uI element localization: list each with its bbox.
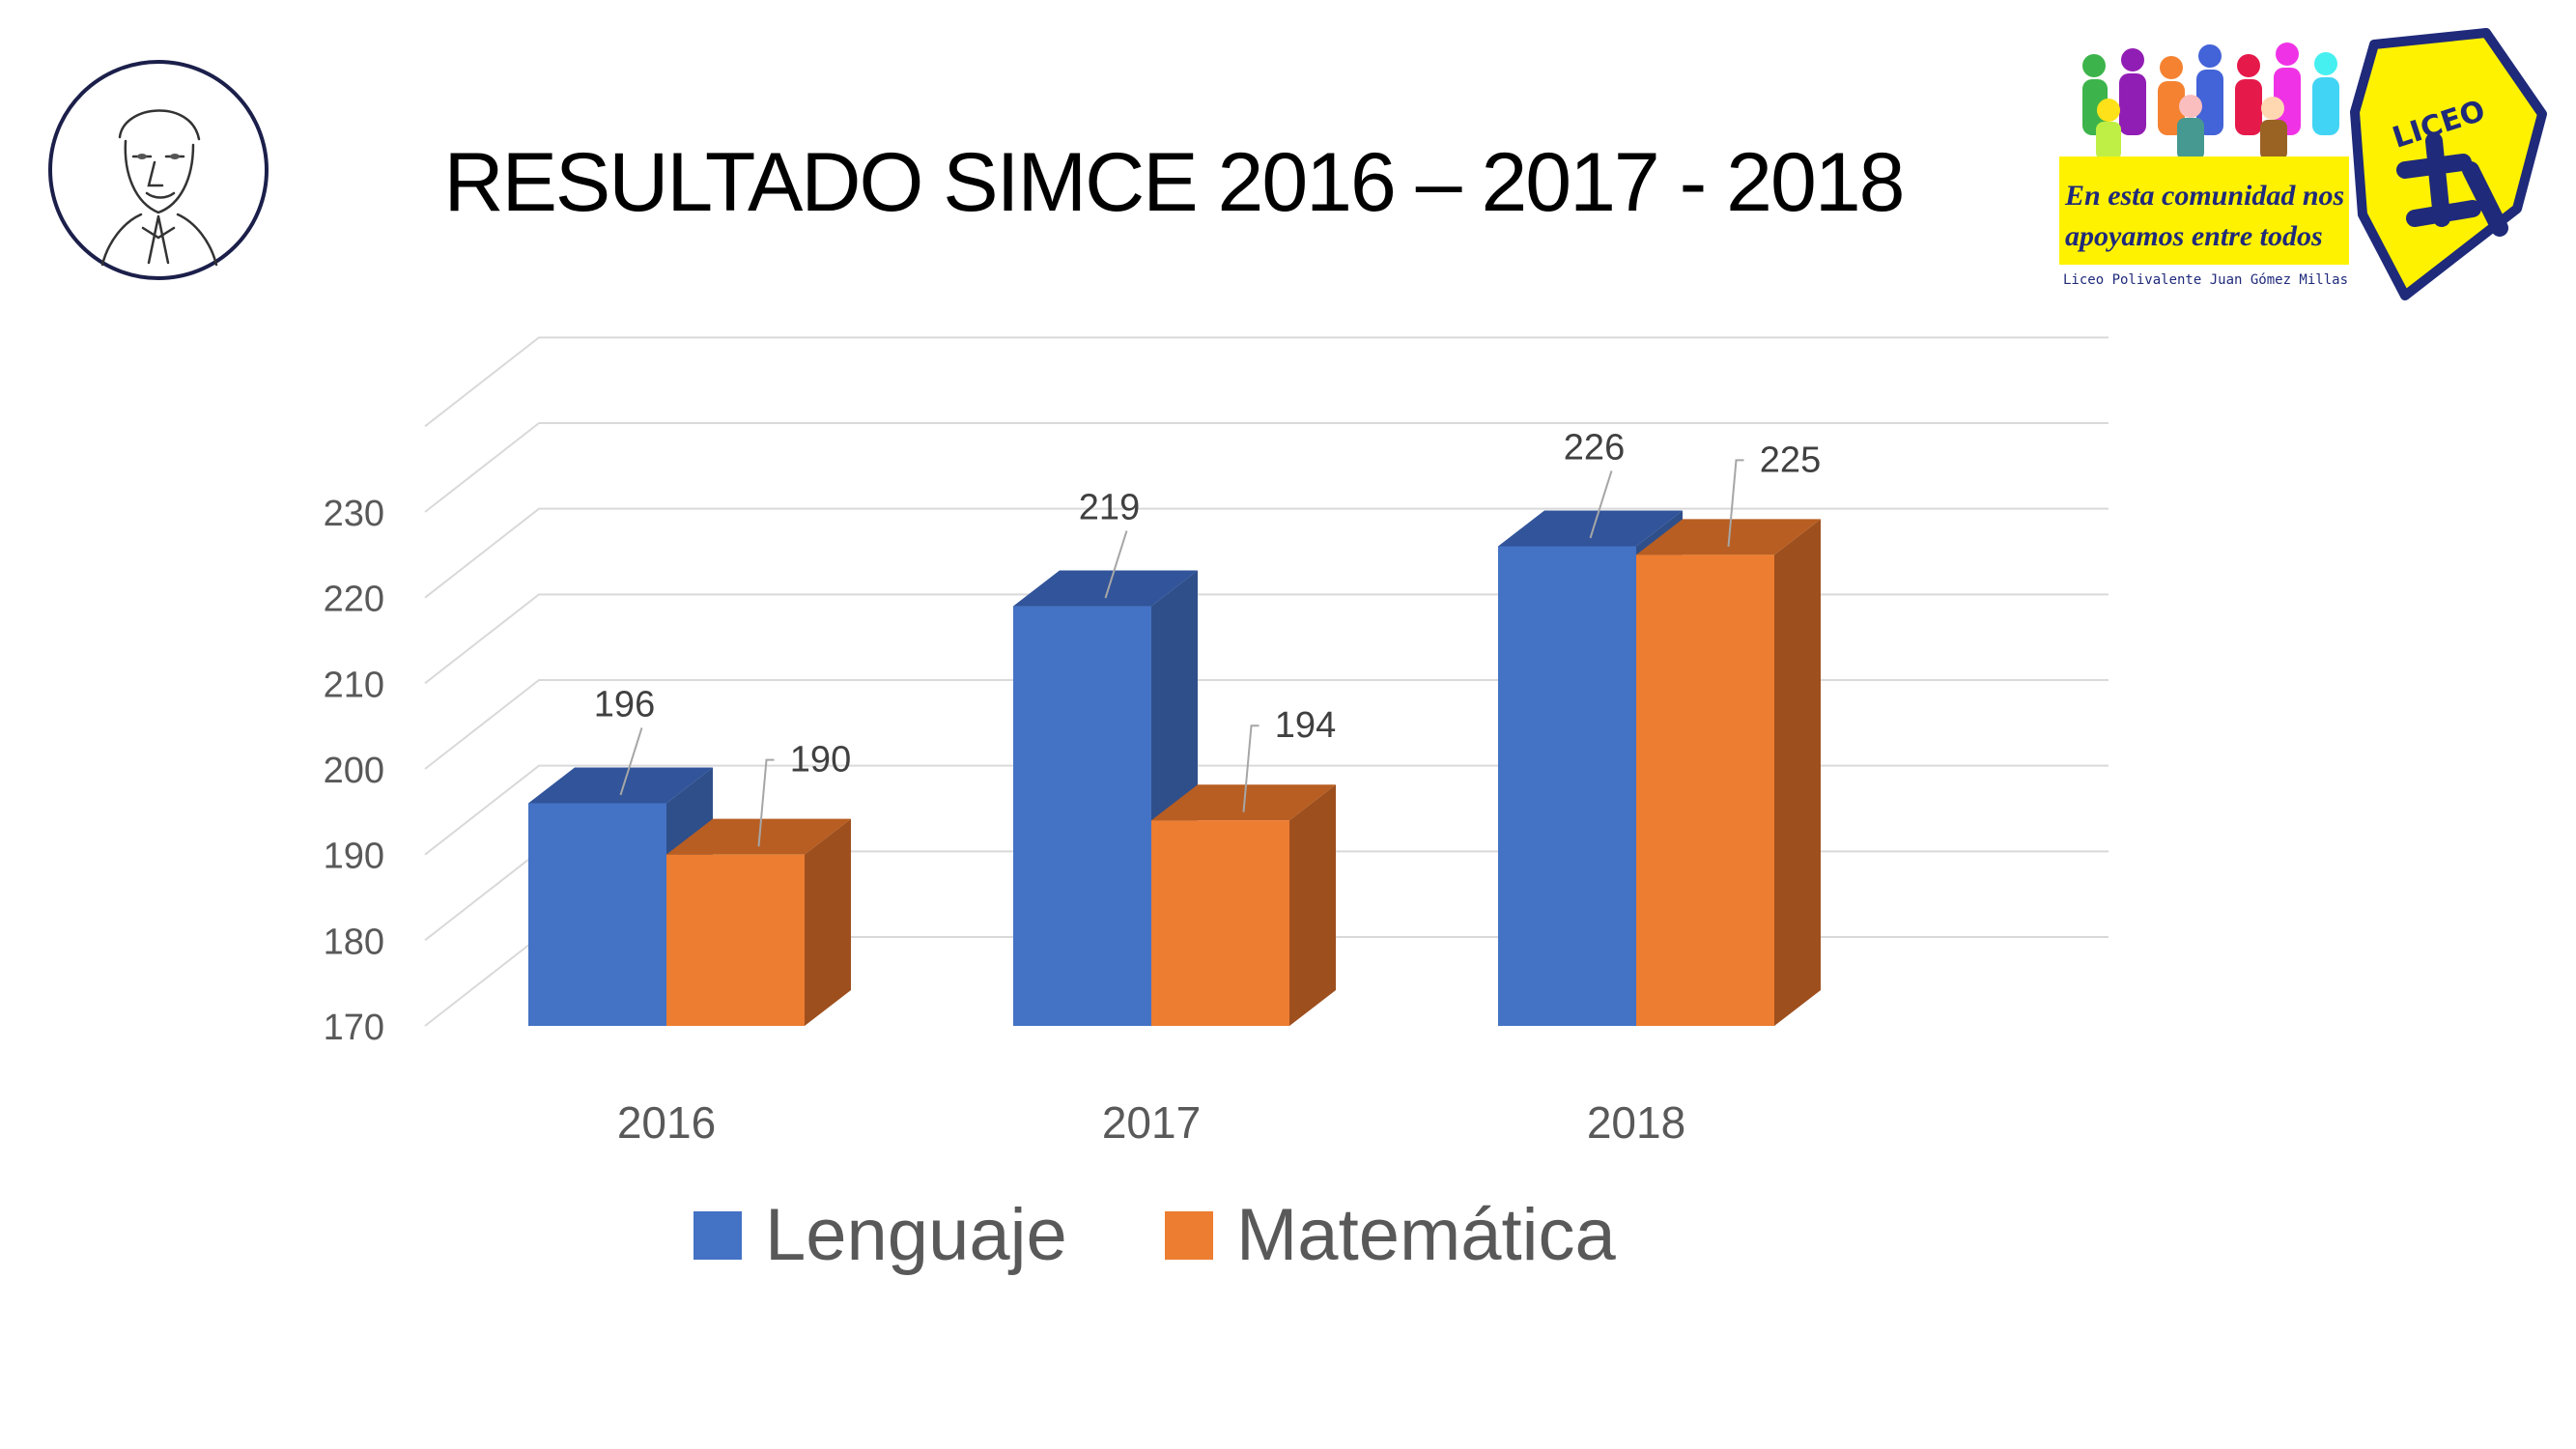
x-category-label: 2017 — [1102, 1097, 1201, 1148]
data-label-leader — [619, 727, 643, 796]
y-tick-label: 190 — [324, 837, 384, 877]
people-icon — [2082, 43, 2339, 160]
y-tick-label: 200 — [324, 751, 384, 791]
data-label: 196 — [594, 684, 655, 724]
bar-top — [1013, 570, 1198, 607]
legend-label: Matemática — [1236, 1194, 1617, 1276]
school-logo: En esta comunidad nos apoyamos entre tod… — [2059, 28, 2547, 300]
bar-matemática-2017 — [1151, 784, 1336, 1026]
gridline — [424, 507, 2109, 599]
legend-label: Lenguaje — [765, 1194, 1067, 1276]
y-tick-label: 170 — [324, 1008, 384, 1048]
gridline — [424, 593, 2109, 685]
y-tick-label: 210 — [324, 665, 384, 705]
data-label: 226 — [1564, 427, 1625, 468]
data-label: 219 — [1079, 488, 1140, 528]
gridline — [424, 679, 2109, 770]
gridline — [424, 422, 2109, 513]
data-label: 225 — [1760, 440, 1821, 480]
bar-side — [1774, 519, 1821, 1026]
data-label: 190 — [790, 740, 851, 781]
data-label-leader — [1104, 530, 1128, 599]
x-category-label: 2018 — [1587, 1097, 1685, 1148]
logo-slogan-line2: apoyamos entre todos — [2065, 220, 2323, 252]
liceo-shield-icon: LICEO — [2350, 28, 2547, 300]
data-label-leader — [1589, 470, 1613, 539]
y-tick-label: 220 — [324, 580, 384, 620]
slide-title: RESULTADO SIMCE 2016 – 2017 - 2018 — [443, 136, 1905, 229]
bar-front — [666, 854, 805, 1026]
bar-front — [528, 803, 666, 1026]
y-tick-label: 180 — [324, 922, 384, 962]
bar-front — [1636, 554, 1774, 1026]
bar-lenguaje-2016 — [528, 767, 713, 1026]
data-label-leader — [1242, 724, 1260, 812]
legend-swatch — [694, 1211, 742, 1260]
bar-top — [1498, 510, 1683, 547]
bar-front — [1013, 606, 1151, 1026]
bar-side — [1289, 784, 1336, 1026]
data-label-leader — [757, 758, 775, 847]
bar-front — [1498, 546, 1636, 1026]
logo-slogan-line1: En esta comunidad nos — [2064, 180, 2344, 212]
bar-matemática-2016 — [666, 818, 851, 1026]
bar-matemática-2018 — [1636, 519, 1821, 1026]
data-label-leader — [1727, 459, 1744, 547]
gridline — [424, 336, 2109, 428]
data-label: 194 — [1275, 705, 1336, 746]
bar-front — [1151, 820, 1289, 1026]
bar-top — [528, 767, 713, 804]
logo-school-name: Liceo Polivalente Juan Gómez Millas — [2063, 272, 2348, 288]
bar-side — [805, 818, 851, 1026]
portrait-logo-icon — [48, 60, 269, 280]
x-category-label: 2016 — [617, 1097, 716, 1148]
y-tick-label: 230 — [324, 494, 384, 534]
legend-swatch — [1165, 1211, 1213, 1260]
